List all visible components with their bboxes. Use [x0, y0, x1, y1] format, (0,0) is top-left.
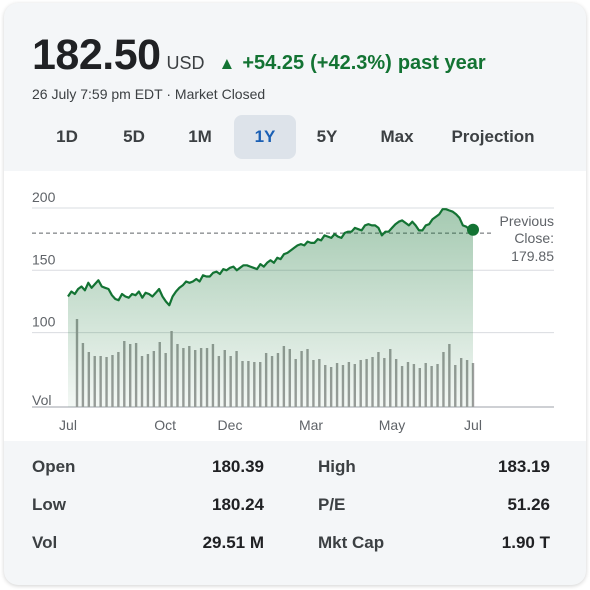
price-line: [67, 208, 474, 307]
low-label: Low: [32, 495, 66, 514]
pe-label: P/E: [318, 495, 346, 514]
tab-1m[interactable]: 1M: [188, 127, 212, 146]
price-row: 182.50 USD ▲ +54.25 (+42.3%) past year: [32, 31, 486, 80]
price-area: [68, 209, 473, 407]
market-timestamp: 26 July 7:59 pm EDT · Market Closed: [32, 86, 266, 102]
x-tick-label: May: [379, 417, 405, 433]
change-value: +54.25: [242, 52, 305, 74]
high-value: 183.19: [498, 457, 550, 476]
price-chart[interactable]: 200 150 100 Vol Jul Oct Dec Mar May Jul Previous Cl…: [4, 171, 586, 441]
tab-projection[interactable]: Projection: [451, 127, 535, 146]
change-period: past year: [397, 52, 486, 74]
x-tick-label: Mar: [299, 417, 323, 433]
currency-label: USD: [166, 53, 205, 73]
range-tabs: 1D 5D 1M 1Y 5Y Max Projection: [32, 115, 550, 159]
current-price: 182.50: [32, 31, 161, 79]
open-label: Open: [32, 457, 76, 476]
y-tick-label: 200: [32, 189, 56, 205]
high-label: High: [318, 457, 356, 476]
up-arrow-icon: ▲: [218, 54, 236, 73]
price-change: ▲ +54.25 (+42.3%) past year: [219, 52, 486, 75]
tab-1y[interactable]: 1Y: [234, 115, 296, 159]
x-tick-label: Oct: [154, 417, 176, 433]
mktcap-label: Mkt Cap: [318, 533, 385, 552]
tab-1d[interactable]: 1D: [56, 127, 78, 146]
tab-5d[interactable]: 5D: [123, 127, 145, 146]
y-tick-label: 100: [32, 314, 56, 330]
x-tick-label: Jul: [464, 417, 482, 433]
previous-close-value: 179.85: [511, 248, 554, 264]
stock-card: 182.50 USD ▲ +54.25 (+42.3%) past year 2…: [4, 3, 586, 585]
pe-value: 51.26: [507, 495, 550, 514]
tab-max[interactable]: Max: [380, 127, 414, 146]
vol-label: Vol: [32, 533, 58, 552]
x-tick-label: Jul: [59, 417, 77, 433]
chart-panel: 200 150 100 Vol Jul Oct Dec Mar May Jul Previous Cl…: [4, 171, 586, 441]
volume-label: Vol: [32, 392, 51, 408]
x-tick-label: Dec: [218, 417, 243, 433]
y-tick-label: 150: [32, 251, 56, 267]
vol-value: 29.51 M: [202, 533, 264, 552]
tab-5y[interactable]: 5Y: [316, 127, 338, 146]
mktcap-value: 1.90 T: [501, 533, 550, 552]
change-percent: (+42.3%): [310, 52, 392, 74]
stats-table: Open 180.39 High 183.19 Low 180.24 P/E 5…: [4, 441, 586, 585]
low-value: 180.24: [212, 495, 264, 514]
open-value: 180.39: [212, 457, 264, 476]
previous-close-label: Previous Close:: [500, 213, 554, 246]
current-price-marker: [467, 223, 479, 236]
